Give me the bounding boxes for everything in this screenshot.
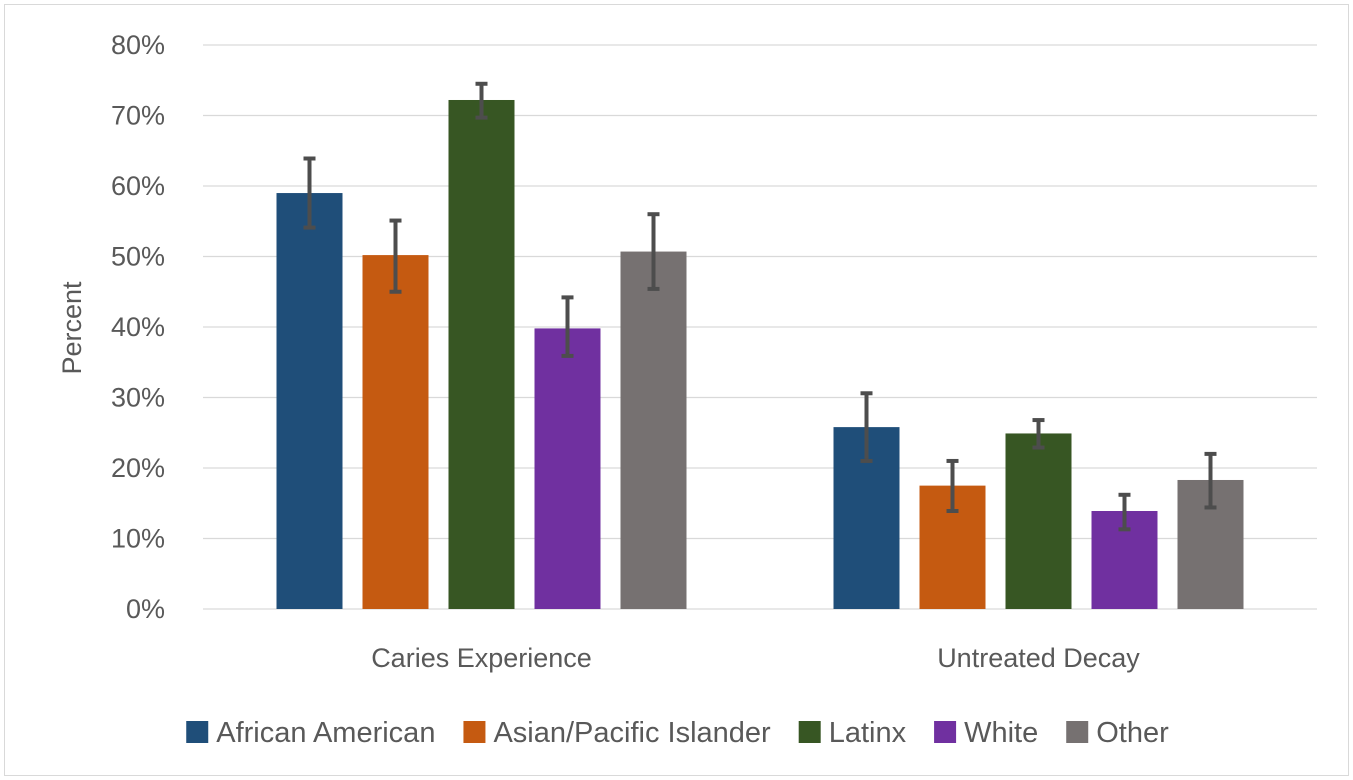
bar	[620, 251, 687, 609]
legend-item: Asian/Pacific Islander	[463, 717, 771, 749]
legend-swatch	[934, 721, 957, 743]
legend-swatch	[463, 721, 486, 743]
x-category-label: Untreated Decay	[937, 643, 1140, 673]
legend-label: Other	[1096, 717, 1169, 749]
y-axis-ticks: 0% 10% 20% 30% 40% 50% 60% 70% 80%	[111, 30, 165, 624]
y-tick-label: 30%	[111, 383, 165, 413]
bar	[534, 328, 601, 609]
y-tick-label: 80%	[111, 30, 165, 60]
legend-item: African American	[186, 717, 435, 749]
y-axis-label: Percent	[57, 281, 87, 375]
legend-label: Latinx	[829, 717, 907, 749]
bar	[276, 193, 343, 610]
chart-frame: 0% 10% 20% 30% 40% 50% 60% 70% 80% Percent Carie…	[4, 4, 1349, 776]
legend-swatch	[1066, 721, 1089, 743]
legend-item: White	[934, 717, 1038, 749]
bar	[362, 255, 429, 609]
bar	[1005, 433, 1072, 609]
x-axis-categories: Caries Experience Untreated Decay	[371, 643, 1140, 673]
legend-item: Latinx	[798, 717, 907, 749]
legend-swatch	[798, 721, 821, 743]
legend-label: Asian/Pacific Islander	[493, 717, 771, 749]
x-category-label: Caries Experience	[371, 643, 592, 673]
y-tick-label: 60%	[111, 171, 165, 201]
y-tick-label: 0%	[126, 594, 165, 624]
legend-item: Other	[1066, 717, 1169, 749]
y-tick-label: 10%	[111, 524, 165, 554]
y-tick-label: 40%	[111, 312, 165, 342]
legend: African American Asian/Pacific Islander La…	[186, 717, 1169, 749]
y-tick-label: 20%	[111, 453, 165, 483]
y-tick-label: 70%	[111, 101, 165, 131]
legend-label: White	[964, 717, 1038, 749]
bars	[276, 99, 1244, 610]
bar	[448, 99, 515, 610]
bar-chart: 0% 10% 20% 30% 40% 50% 60% 70% 80% Percent Carie…	[57, 30, 1317, 749]
y-tick-label: 50%	[111, 242, 165, 272]
error-bars	[303, 81, 1217, 532]
legend-label: African American	[216, 717, 435, 749]
legend-swatch	[186, 721, 209, 743]
